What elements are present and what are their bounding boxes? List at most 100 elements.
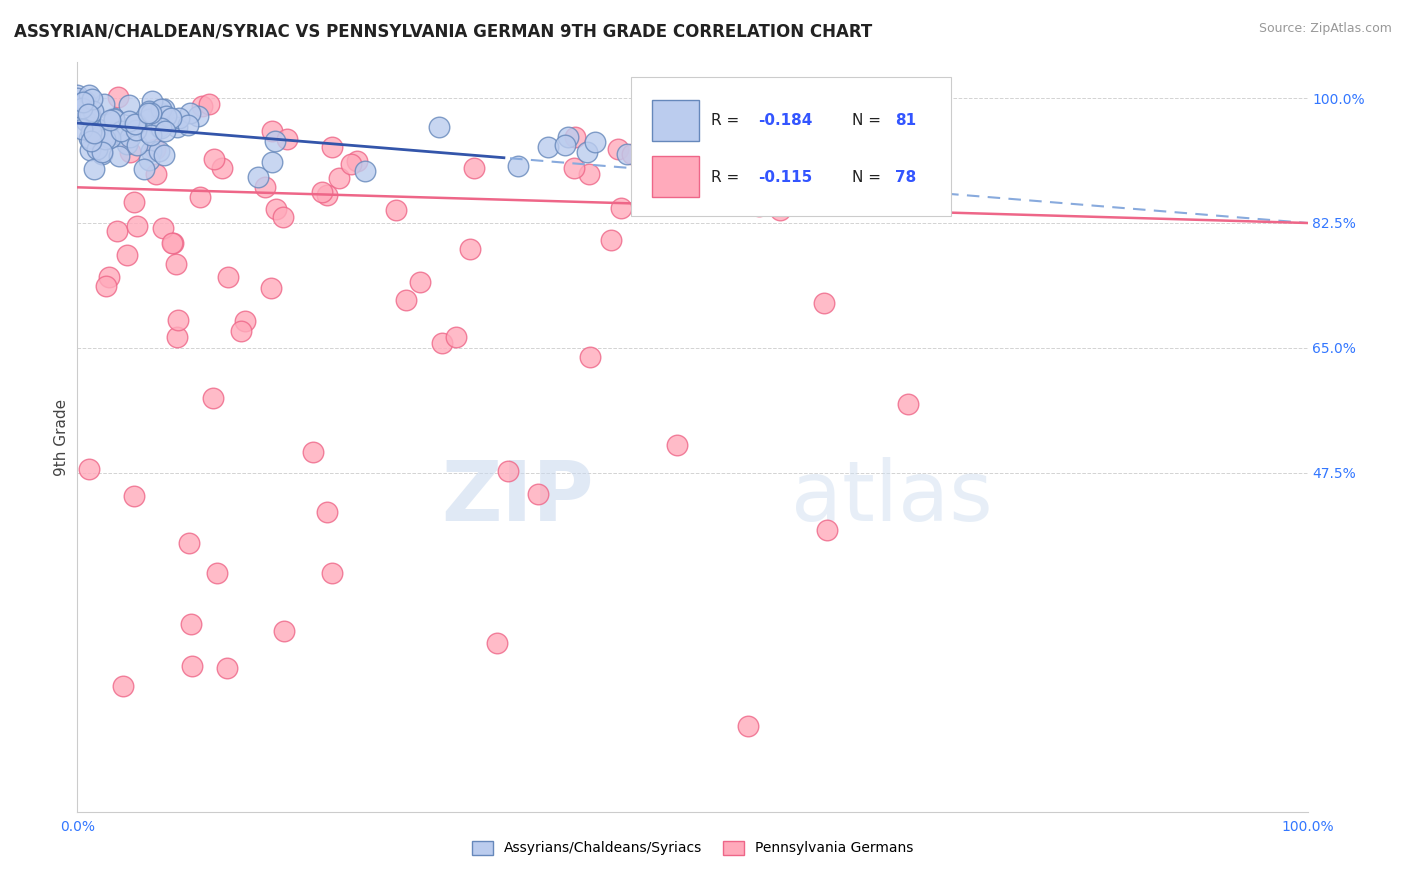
Point [139,145,162,159]
Point [508,159,530,173]
Point [122,194,145,209]
Text: atlas: atlas [792,457,993,538]
Point [815,523,838,537]
Point [125,117,148,131]
Text: R =: R = [711,169,744,185]
Point [91,147,114,161]
Point [124,490,146,504]
Point [607,142,630,156]
Point [536,139,558,153]
Point [117,136,139,151]
Point [486,636,509,650]
Point [630,148,652,162]
Point [311,185,333,199]
Point [260,281,283,295]
Point [149,106,172,120]
Point [769,202,792,217]
Point [98,131,121,145]
Point [152,102,174,116]
Point [235,314,257,328]
Point [148,144,170,158]
Point [86,142,108,156]
Point [385,203,408,218]
Point [97,270,120,285]
Point [260,124,283,138]
Point [103,112,125,127]
Point [82,103,104,118]
Point [179,106,201,120]
Point [124,117,146,131]
Point [105,127,128,141]
Point [70,101,93,115]
Text: N =: N = [852,113,886,128]
Point [578,350,600,364]
Point [149,120,172,135]
Point [409,276,432,290]
Point [93,127,115,141]
Point [181,658,204,673]
Point [118,98,141,112]
Text: -0.184: -0.184 [758,113,813,128]
Point [107,149,129,163]
Point [328,171,350,186]
Point [132,161,155,176]
Point [229,324,252,338]
Point [813,296,835,310]
Point [897,397,920,411]
Point [666,437,689,451]
Point [66,87,89,102]
Point [496,464,519,478]
Point [160,111,183,125]
Point [526,487,548,501]
Point [105,223,128,237]
Point [177,118,200,132]
Point [79,108,101,122]
Point [72,95,94,109]
Point [167,111,190,125]
Point [458,242,481,256]
Point [94,279,117,293]
Point [217,270,239,285]
Point [70,121,93,136]
Point [93,97,115,112]
Point [77,87,100,102]
Point [166,313,188,327]
Text: 81: 81 [896,113,917,128]
Point [112,679,135,693]
Point [103,111,125,125]
Point [153,148,176,162]
Point [395,293,418,308]
Point [125,122,148,136]
Point [575,145,598,160]
Point [427,120,450,134]
Point [180,616,202,631]
Point [339,157,361,171]
Point [583,135,606,149]
Point [110,124,132,138]
Point [138,153,160,167]
Point [737,719,759,733]
Point [264,134,287,148]
Point [141,95,163,109]
Point [145,167,167,181]
Point [353,163,375,178]
Point [262,155,284,169]
Point [187,109,209,123]
Point [87,122,110,136]
Point [166,330,188,344]
Point [139,106,162,120]
Point [141,128,163,142]
Point [80,120,103,134]
FancyBboxPatch shape [631,78,950,216]
Point [748,199,770,213]
Point [136,106,159,120]
Text: N =: N = [852,169,886,185]
Point [600,233,623,247]
Point [160,235,183,250]
Point [107,89,129,103]
Point [138,104,160,119]
Point [89,124,111,138]
Point [578,167,600,181]
Point [143,142,166,156]
Point [77,131,100,145]
